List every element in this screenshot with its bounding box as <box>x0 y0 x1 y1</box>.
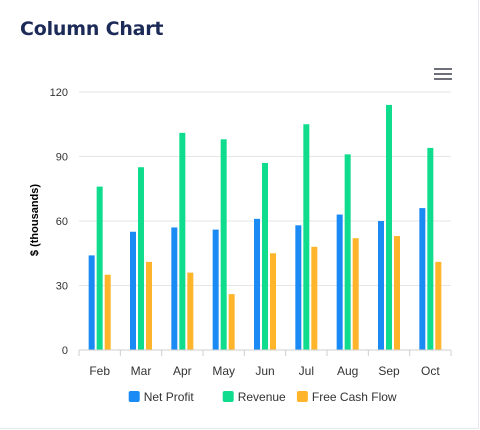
bar-net-profit[interactable] <box>88 255 95 350</box>
x-tick-label: Aug <box>337 364 358 378</box>
y-tick-label: 60 <box>56 216 68 228</box>
legend-marker <box>296 391 308 402</box>
y-axis-ticks: 0 30 60 90 120 <box>50 87 68 357</box>
bar-revenue[interactable] <box>344 154 351 350</box>
hamburger-menu-icon[interactable] <box>434 68 452 82</box>
bar-revenue[interactable] <box>386 104 392 351</box>
bar-revenue[interactable] <box>303 124 310 350</box>
legend-marker <box>128 391 140 402</box>
bar-free-cash-flow[interactable] <box>146 261 152 350</box>
bar-net-profit[interactable] <box>378 221 384 350</box>
y-tick-label: 90 <box>56 152 68 164</box>
y-tick-label: 120 <box>50 87 68 99</box>
bar-revenue[interactable] <box>262 162 268 350</box>
legend: Net Profit Revenue Free Cash Flow <box>128 390 397 404</box>
bar-net-profit[interactable] <box>254 218 260 350</box>
bar-net-profit[interactable] <box>336 214 343 350</box>
legend-item[interactable]: Revenue <box>222 390 286 404</box>
x-tick-label: Sep <box>378 364 400 378</box>
menu-line <box>434 68 452 70</box>
menu-line <box>434 78 452 80</box>
bar-revenue[interactable] <box>96 186 103 350</box>
bar-free-cash-flow[interactable] <box>187 272 194 350</box>
bar-free-cash-flow[interactable] <box>104 274 111 350</box>
legend-label: Net Profit <box>144 390 195 404</box>
x-tick-label: Mar <box>131 364 152 378</box>
card-title: Column Chart <box>20 18 164 40</box>
bar-free-cash-flow[interactable] <box>228 294 235 350</box>
bar-revenue[interactable] <box>220 139 227 350</box>
bar-series <box>88 104 442 351</box>
bar-revenue[interactable] <box>179 132 186 350</box>
bar-net-profit[interactable] <box>171 227 178 350</box>
bar-net-profit[interactable] <box>130 231 136 350</box>
y-axis-title: $ (thousands) <box>29 184 41 256</box>
menu-line <box>434 73 452 75</box>
bar-revenue[interactable] <box>427 147 434 350</box>
bar-free-cash-flow[interactable] <box>270 253 276 350</box>
x-tick-label: Jun <box>255 364 274 378</box>
bar-net-profit[interactable] <box>212 229 219 350</box>
x-tick-label: Apr <box>173 364 192 378</box>
bar-revenue[interactable] <box>138 167 144 350</box>
x-tick-label: Oct <box>421 364 440 378</box>
x-axis: Feb Mar Apr May Jun Jul Aug Sep Oct <box>78 349 452 378</box>
bar-free-cash-flow[interactable] <box>435 261 442 350</box>
legend-item[interactable]: Net Profit <box>128 390 195 404</box>
y-tick-label: 0 <box>62 345 68 357</box>
bar-free-cash-flow[interactable] <box>311 246 318 350</box>
legend-marker <box>222 391 234 402</box>
x-tick-label: May <box>212 364 235 378</box>
legend-label: Free Cash Flow <box>312 390 397 404</box>
x-tick-label: Feb <box>89 364 110 378</box>
bar-net-profit[interactable] <box>295 225 302 350</box>
legend-label: Revenue <box>238 390 286 404</box>
bar-net-profit[interactable] <box>419 208 426 350</box>
y-tick-label: 30 <box>56 281 68 293</box>
bar-free-cash-flow[interactable] <box>352 238 359 350</box>
legend-item[interactable]: Free Cash Flow <box>296 390 397 404</box>
x-tick-label: Jul <box>299 364 314 378</box>
bar-free-cash-flow[interactable] <box>394 236 400 350</box>
